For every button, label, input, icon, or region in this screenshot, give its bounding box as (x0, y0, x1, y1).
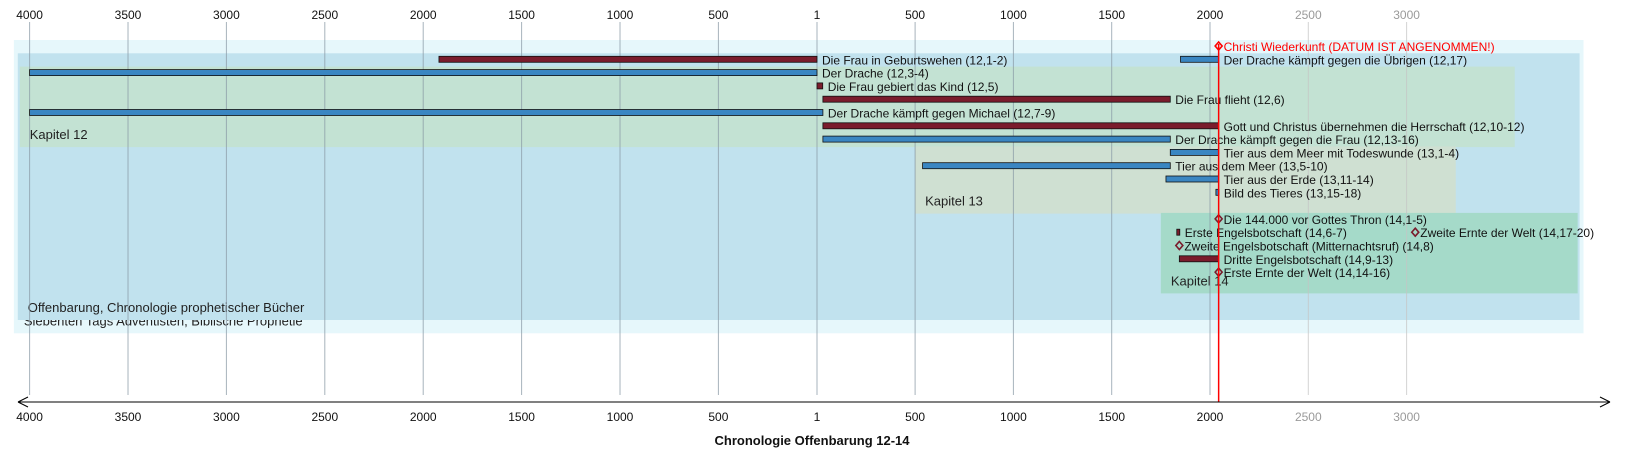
event-label-8: Der Drache kämpft gegen die Frau (12,13-… (1175, 133, 1418, 147)
tick-label-top-5: 1500 (508, 8, 535, 22)
tick-label-bottom-11: 1500 (1098, 410, 1125, 424)
group-label-4: Kapitel 14 (1171, 273, 1229, 288)
event-bars: Christi Wiederkunft (DATUM IST ANGENOMME… (29, 40, 1594, 280)
event-label-11: Tier aus der Erde (13,11-14) (1224, 173, 1374, 187)
tick-label-top-3: 2500 (311, 8, 338, 22)
tick-label-bottom-8: 1 (814, 410, 821, 424)
event-point-15 (1410, 226, 1420, 238)
event-label-14: Erste Engelsbotschaft (14,6-7) (1185, 226, 1347, 240)
event-bar-17 (1178, 255, 1220, 263)
tick-label-top-4: 2000 (410, 8, 437, 22)
event-label-9: Tier aus dem Meer mit Todeswunde (13,1-4… (1224, 146, 1459, 160)
event-bar-1 (438, 55, 818, 63)
event-bar-14 (1176, 228, 1181, 236)
event-bar-11 (1165, 175, 1220, 183)
tick-label-top-13: 2500 (1295, 8, 1322, 22)
event-label-13: Die 144.000 vor Gottes Thron (14,1-5) (1224, 213, 1427, 227)
group-band-2 (19, 66, 1515, 148)
tick-label-top-14: 3000 (1393, 8, 1420, 22)
tick-label-bottom-6: 1000 (607, 410, 634, 424)
axis: 4000 4000 3500 3500 3000 3000 2500 2500 2000 2000… (16, 8, 1611, 424)
event-label-12: Bild des Tieres (13,15-18) (1224, 186, 1361, 200)
event-label-2: Der Drache kämpft gegen die Übrigen (12,… (1224, 53, 1467, 67)
group-bands: Siebenten Tags Adventisten, Biblische Pr… (13, 40, 1584, 334)
group-label-1: Offenbarung, Chronologie prophetischer B… (28, 300, 305, 315)
tick-label-bottom-9: 500 (905, 410, 925, 424)
axis-arrow-right (1599, 396, 1611, 408)
tick-label-bottom-7: 500 (708, 410, 728, 424)
tick-label-bottom-12: 2000 (1197, 410, 1224, 424)
event-bar-8 (822, 135, 1171, 143)
tick-label-top-8: 1 (814, 8, 821, 22)
tick-label-bottom-4: 2000 (410, 410, 437, 424)
event-label-15: Zweite Ernte der Welt (14,17-20) (1420, 226, 1594, 240)
event-label-5: Die Frau flieht (12,6) (1175, 93, 1284, 107)
event-bar-9 (1169, 148, 1220, 156)
event-bar-2 (1180, 55, 1220, 63)
event-label-3: Der Drache (12,3-4) (822, 67, 929, 81)
event-label-0: Christi Wiederkunft (DATUM IST ANGENOMME… (1224, 40, 1495, 54)
event-bar-4 (816, 82, 824, 90)
event-bar-5 (822, 95, 1171, 103)
axis-arrow-left (17, 396, 29, 408)
group-label-3: Kapitel 13 (925, 194, 983, 209)
event-bar-3 (29, 69, 818, 76)
tick-label-top-7: 500 (708, 8, 728, 22)
tick-label-bottom-0: 4000 (16, 410, 43, 424)
tick-label-top-11: 1500 (1098, 8, 1125, 22)
tick-label-bottom-14: 3000 (1393, 410, 1420, 424)
tick-label-bottom-10: 1000 (1000, 410, 1027, 424)
event-label-18: Erste Ernte der Welt (14,14-16) (1224, 266, 1391, 280)
tick-label-bottom-3: 2500 (311, 410, 338, 424)
event-label-1: Die Frau in Geburtswehen (12,1-2) (822, 53, 1007, 67)
event-label-6: Der Drache kämpft gegen Michael (12,7-9) (828, 107, 1055, 121)
chart-title: Chronologie Offenbarung 12-14 (714, 433, 910, 448)
tick-label-top-9: 500 (905, 8, 925, 22)
tick-label-bottom-2: 3000 (213, 410, 240, 424)
event-label-4: Die Frau gebiert das Kind (12,5) (828, 80, 999, 94)
group-label-2: Kapitel 12 (30, 127, 88, 142)
tick-label-top-10: 1000 (1000, 8, 1027, 22)
tick-label-bottom-1: 3500 (115, 410, 142, 424)
tick-label-top-2: 3000 (213, 8, 240, 22)
tick-label-top-12: 2000 (1197, 8, 1224, 22)
event-bar-10 (922, 162, 1171, 170)
tick-label-top-0: 4000 (16, 8, 43, 22)
grid-lines-overlay (29, 22, 1408, 395)
tick-label-bottom-13: 2500 (1295, 410, 1322, 424)
tick-label-bottom-5: 1500 (508, 410, 535, 424)
event-label-17: Dritte Engelsbotschaft (14,9-13) (1224, 253, 1393, 267)
tick-label-top-1: 3500 (115, 8, 142, 22)
tick-label-top-6: 1000 (607, 8, 634, 22)
event-label-16: Zweite Engelsbotschaft (Mitternachtsruf)… (1184, 240, 1433, 254)
event-bar-6 (29, 109, 824, 116)
event-bar-7 (822, 122, 1220, 130)
group-band-4 (1160, 212, 1578, 294)
event-point-16 (1174, 240, 1184, 251)
event-label-10: Tier aus dem Meer (13,5-10) (1175, 160, 1327, 174)
event-label-7: Gott und Christus übernehmen die Herrsch… (1224, 120, 1525, 134)
